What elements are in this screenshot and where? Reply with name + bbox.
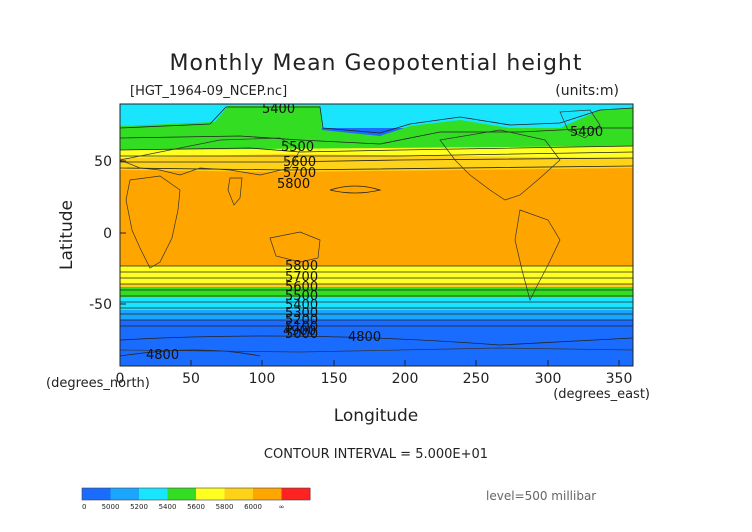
- contour-label: 5400: [262, 102, 295, 117]
- contour-label: 5800: [285, 259, 318, 274]
- colorbar-swatch: [281, 488, 297, 500]
- x-tick-label: 350: [606, 371, 633, 387]
- x-tick-label: 0: [116, 371, 125, 387]
- coastlines: [120, 109, 633, 353]
- colorbar-label: 5400: [159, 503, 177, 511]
- colorbar: [81, 487, 311, 501]
- colorbar-label: 5800: [216, 503, 234, 511]
- x-tick-label: 150: [321, 371, 348, 387]
- contour-label: 5500: [281, 140, 314, 155]
- antarctica-outline: [120, 347, 633, 353]
- band-yellow-south: [120, 266, 633, 284]
- file-name: [HGT_1964-09_NCEP.nc]: [130, 84, 287, 99]
- field-map: 5400 5500 5600 5700 5800 5400 5800 5700 …: [120, 102, 633, 366]
- colorbar-label: 6000: [244, 503, 262, 511]
- colorbar-swatch: [253, 488, 268, 500]
- colorbar-swatch: [153, 488, 168, 500]
- units-label: (units:m): [555, 83, 619, 99]
- contour-label: 5400: [570, 125, 603, 140]
- colorbar-swatch: [267, 488, 282, 500]
- y-axis-title: Latitude: [57, 200, 77, 270]
- contour-label: 4900: [283, 324, 316, 339]
- x-axis: [119, 360, 620, 366]
- plot-frame: [119, 103, 634, 367]
- chart-title: Monthly Mean Geopotential height: [169, 51, 582, 76]
- colorbar-swatch: [181, 488, 197, 500]
- colorbar-swatch: [139, 488, 154, 500]
- colorbar-swatch: [295, 488, 311, 500]
- colorbar-label: 5000: [102, 503, 120, 511]
- colorbar-swatch: [210, 488, 225, 500]
- colorbar-swatch: [238, 488, 254, 500]
- y-tick-label: -50: [89, 297, 112, 313]
- y-tick-label: 0: [103, 226, 112, 242]
- colorbar-label: 5200: [130, 503, 148, 511]
- colorbar-label: 5600: [187, 503, 205, 511]
- contour-label: 5100: [285, 320, 318, 335]
- band-orange: [120, 168, 633, 266]
- eurasia-outline: [120, 137, 301, 176]
- band-green-south: [120, 285, 633, 297]
- contour-label: 4800: [348, 330, 381, 345]
- colorbar-labels: 0 5000 5200 5400 5600 5800 6000 ∞: [82, 503, 284, 511]
- x-unit-label: (degrees_east): [553, 387, 650, 402]
- x-axis-title: Longitude: [334, 406, 419, 426]
- x-tick-label: 100: [249, 371, 276, 387]
- australia-outline: [269, 231, 321, 263]
- x-tick-label: 300: [535, 371, 562, 387]
- x-tick-label: 250: [463, 371, 490, 387]
- colorbar-label: 0: [82, 503, 86, 511]
- contour-label: 4800: [146, 348, 179, 363]
- colorbar-swatch: [196, 488, 211, 500]
- contour-label: 5800: [277, 177, 310, 192]
- africa-outline: [125, 175, 181, 269]
- india-outline: [227, 177, 243, 206]
- contour-label: 5200: [285, 313, 318, 328]
- contour-label: 5300: [285, 306, 318, 321]
- colorbar-swatch: [82, 488, 97, 500]
- x-tick-label: 200: [392, 371, 419, 387]
- contour-label: 5000: [285, 327, 318, 342]
- colorbar-swatch: [96, 488, 111, 500]
- colorbar-swatch: [124, 488, 140, 500]
- colorbar-label: ∞: [279, 503, 285, 511]
- colorbar-frame: [81, 487, 311, 501]
- greenland-outline: [559, 109, 601, 139]
- colorbar-swatch: [110, 488, 126, 500]
- contour-label: 5600: [285, 280, 318, 295]
- contour-label: 5500: [285, 289, 318, 304]
- contour-label: 5400: [285, 298, 318, 313]
- y-tick-label: 50: [94, 154, 112, 170]
- contour-label: 5600: [283, 155, 316, 170]
- north-america-outline: [439, 129, 561, 201]
- y-unit-label: (degrees_north): [46, 376, 150, 391]
- contour-labels: 5400 5500 5600 5700 5800 5400 5800 5700 …: [146, 102, 603, 363]
- contour-interval-text: CONTOUR INTERVAL = 5.000E+01: [264, 447, 488, 462]
- contour-label: 5700: [283, 166, 316, 181]
- colorbar-swatch: [224, 488, 240, 500]
- x-tick-label: 50: [182, 371, 200, 387]
- colorbar-swatch: [167, 488, 183, 500]
- contour-lines: [120, 106, 633, 357]
- level-label: level=500 millibar: [486, 489, 596, 503]
- y-axis: [120, 160, 126, 305]
- south-america-outline: [514, 209, 561, 301]
- contour-label: 5700: [285, 270, 318, 285]
